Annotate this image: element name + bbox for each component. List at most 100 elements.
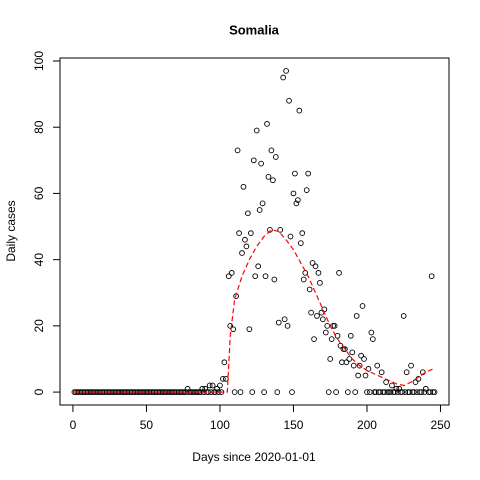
point	[374, 362, 381, 369]
point	[349, 349, 356, 356]
point	[296, 107, 303, 114]
point	[403, 369, 410, 376]
point	[320, 316, 326, 323]
point	[345, 389, 351, 395]
point	[396, 385, 403, 392]
point	[228, 270, 235, 276]
point	[281, 316, 288, 323]
point	[287, 233, 294, 240]
point	[249, 389, 256, 395]
point	[358, 352, 364, 359]
point	[314, 313, 320, 319]
point	[292, 170, 298, 177]
point	[422, 385, 429, 392]
point	[252, 273, 259, 280]
point	[242, 236, 248, 243]
point	[202, 385, 209, 392]
point	[253, 127, 260, 134]
point	[359, 303, 366, 309]
point	[350, 362, 357, 369]
point	[256, 207, 263, 213]
point	[245, 210, 251, 217]
point	[268, 147, 275, 154]
point	[408, 362, 414, 369]
point	[265, 174, 272, 180]
point	[322, 329, 329, 336]
point	[343, 359, 350, 366]
point	[206, 382, 213, 389]
point	[221, 359, 228, 366]
point	[303, 187, 310, 193]
point	[247, 230, 254, 237]
point	[308, 309, 314, 316]
point	[305, 170, 312, 177]
point	[369, 336, 376, 342]
point	[286, 97, 292, 104]
point	[240, 183, 247, 190]
point	[297, 240, 304, 246]
point	[261, 389, 267, 395]
point	[295, 197, 301, 203]
point	[234, 147, 241, 154]
point	[275, 319, 282, 326]
point	[411, 389, 417, 395]
point	[299, 230, 306, 237]
point	[418, 389, 425, 395]
point	[328, 336, 335, 342]
point	[293, 200, 300, 207]
y-tick-label: 80	[32, 120, 46, 134]
point	[220, 375, 226, 382]
point	[309, 260, 316, 266]
y-tick-label: 40	[32, 253, 46, 267]
x-axis-label: Days since 2020-01-01	[192, 450, 316, 464]
point	[184, 385, 191, 392]
point	[331, 323, 338, 329]
point	[230, 326, 237, 333]
point	[392, 389, 398, 395]
point	[431, 389, 438, 395]
point	[199, 385, 206, 392]
point	[352, 389, 359, 395]
y-tick-label: 0	[32, 388, 46, 395]
y-tick-label: 100	[32, 51, 46, 71]
point	[225, 273, 232, 280]
chart-title: Somalia	[229, 22, 280, 37]
point	[362, 372, 369, 379]
point	[368, 329, 375, 336]
point	[312, 263, 319, 270]
point	[270, 177, 276, 184]
point	[389, 382, 395, 389]
fit-line	[74, 229, 434, 393]
point	[271, 276, 278, 283]
x-tick-label: 0	[70, 418, 77, 432]
point	[315, 270, 322, 276]
point	[231, 389, 238, 395]
point	[300, 276, 307, 283]
point	[283, 68, 289, 74]
point	[262, 273, 269, 280]
point	[336, 270, 342, 276]
x-tick-label: 50	[140, 418, 154, 432]
point	[428, 273, 435, 280]
point	[400, 313, 407, 319]
y-axis-label: Daily cases	[4, 200, 18, 261]
point	[399, 389, 406, 395]
point	[277, 226, 284, 233]
point	[272, 154, 279, 160]
point	[353, 313, 360, 319]
point	[356, 362, 363, 369]
point	[284, 323, 291, 329]
point	[209, 382, 216, 389]
point	[222, 375, 229, 382]
point	[327, 356, 334, 362]
point	[325, 389, 332, 395]
point	[311, 336, 317, 342]
y-tick-label: 20	[32, 319, 46, 333]
point	[259, 200, 266, 207]
point	[264, 121, 270, 127]
point	[267, 226, 273, 233]
point	[246, 326, 253, 333]
point	[280, 74, 287, 81]
point	[333, 389, 339, 395]
